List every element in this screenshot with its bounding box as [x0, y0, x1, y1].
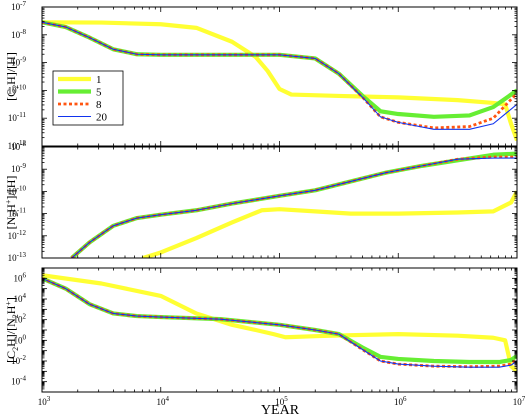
panels: 10-12 10-11 10-10 10-9 10-8 10-7 [C2H]/[H] 1582…: [4, 0, 525, 407]
panel-3-series: [42, 273, 517, 373]
y-tick-label: 10-10: [8, 83, 27, 95]
y-tick-label: 10-11: [8, 207, 27, 219]
y-tick-label: 10-8: [11, 28, 26, 40]
legend-label-8: 8: [96, 99, 102, 111]
series-line-8: [70, 155, 517, 258]
panel-2-series: [70, 151, 517, 258]
y-ticks: [42, 268, 517, 393]
legend-label-20: 20: [96, 112, 108, 124]
legend-label-5: 5: [96, 87, 102, 99]
y-axis-label: [C2H]/[H]: [4, 52, 20, 101]
series-line-8: [42, 277, 517, 369]
y-tick-label: 104: [14, 292, 27, 304]
series-line-20: [71, 157, 517, 258]
y-tick-label: 10-4: [11, 375, 26, 387]
y-tick-label: 10-9: [11, 162, 26, 174]
series-line-1: [142, 190, 517, 258]
y-tick-label: 106: [14, 271, 27, 283]
x-tick-label: 103: [38, 395, 51, 407]
y-tick-label: 10-11: [8, 111, 27, 123]
y-tick-label: 10-8: [11, 140, 26, 152]
panel-3: 10-4 10-2 100 102 104 106 [C2H]/[N2H+] 103 104 10…: [4, 267, 525, 407]
legend-label-1: 1: [96, 74, 102, 86]
y-tick-label: 100: [14, 333, 27, 345]
x-tick-label: 105: [275, 395, 288, 407]
y-tick-label: 102: [14, 313, 27, 325]
y-axis-label: [C2H]/[N2H+]: [4, 297, 20, 363]
y-tick-label: 10-10: [8, 184, 27, 196]
y-tick-label: 10-12: [8, 139, 27, 151]
x-tick-label: 106: [394, 395, 407, 407]
series-line-20: [42, 21, 517, 130]
y-tick-label: 10-7: [11, 0, 26, 12]
series-line-20: [42, 277, 517, 368]
y-tick-label: 10-2: [11, 354, 26, 366]
series-line-1: [42, 273, 517, 373]
series-line-5: [70, 151, 517, 258]
panel-2: 10-13 10-12 10-11 10-10 10-9 10-8 [N2H+]/[H]: [4, 140, 518, 263]
y-tick-label: 10-9: [11, 56, 26, 68]
x-ticks: [41, 7, 512, 146]
y-axis-label: [N2H+]/[H]: [4, 176, 20, 230]
panel-1-series: [42, 20, 517, 142]
x-axis-label: YEAR: [261, 403, 300, 418]
y-tick-label: 10-12: [8, 229, 27, 241]
x-tick-label: 107: [513, 395, 525, 407]
y-ticks: [42, 147, 517, 259]
series-line-5: [42, 276, 517, 365]
x-tick-label: 104: [157, 395, 170, 407]
y-ticks: [42, 7, 517, 147]
x-ticks: [41, 147, 512, 258]
x-ticks: [41, 268, 512, 392]
y-tick-label: 10-13: [8, 251, 27, 263]
panel-1: 10-12 10-11 10-10 10-9 10-8 10-7 [C2H]/[H] 1582…: [4, 0, 518, 151]
